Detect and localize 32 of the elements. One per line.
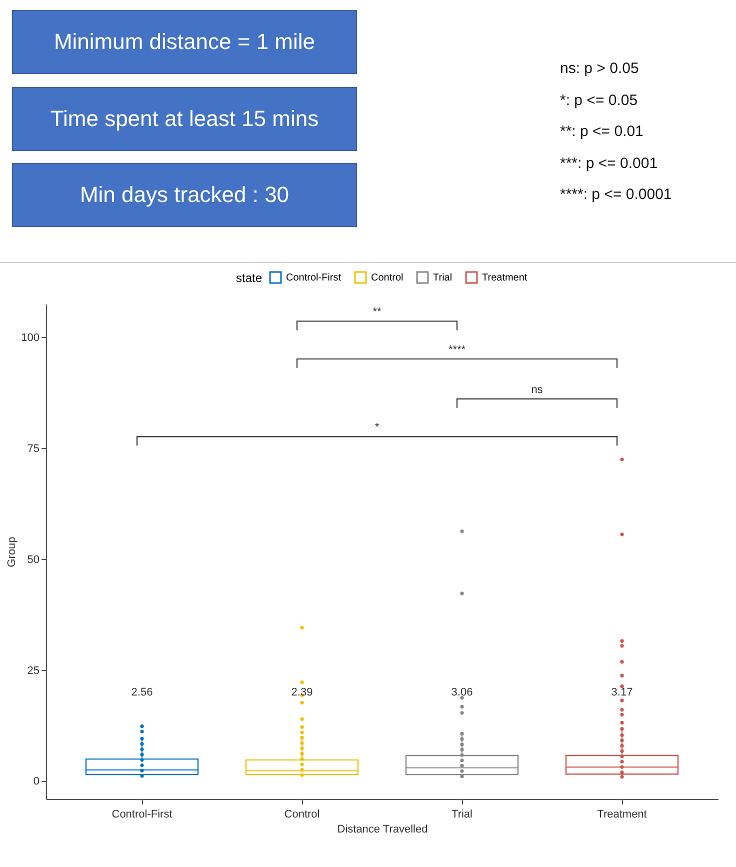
annotation: ** xyxy=(372,306,382,318)
annotation: 2.39 xyxy=(291,686,313,698)
text-box: Minimum distance = 1 mile xyxy=(12,10,357,74)
x-tick-label: Trial xyxy=(452,808,472,820)
legend-label: Treatment xyxy=(482,272,528,284)
annotation: **** xyxy=(448,344,466,356)
legend-label: Control-First xyxy=(286,272,342,284)
legend-label: Trial xyxy=(433,272,452,284)
legend-label: Control xyxy=(371,272,404,284)
text: **: p <= 0.01 xyxy=(560,123,644,140)
y-tick-label: 100 xyxy=(21,332,40,344)
y-tick-label: 75 xyxy=(27,442,40,455)
text-box: Time spent at least 15 mins xyxy=(12,87,357,151)
y-tick-label: 50 xyxy=(27,554,40,566)
y-tick-label: 25 xyxy=(27,664,40,677)
annotation: 3.06 xyxy=(451,686,473,698)
legend-title: state xyxy=(236,271,262,285)
y-axis-title: Group xyxy=(6,536,18,568)
annotation: 2.56 xyxy=(131,686,153,698)
text: *: p <= 0.05 xyxy=(560,92,638,108)
x-tick-label: Control-First xyxy=(112,808,172,820)
x-axis-title: Distance Travelled xyxy=(337,824,428,836)
annotation: * xyxy=(374,422,380,434)
x-tick-label: Treatment xyxy=(597,808,647,820)
x-tick-label: Control xyxy=(284,808,320,820)
annotation: ns xyxy=(531,384,544,396)
text: ns: p > 0.05 xyxy=(560,60,639,77)
annotation: 3.17 xyxy=(611,686,633,698)
text: ****: p <= 0.0001 xyxy=(560,186,672,203)
text-box: Min days tracked : 30 xyxy=(12,163,357,227)
text: ***: p <= 0.001 xyxy=(560,154,658,172)
y-tick-label: 0 xyxy=(33,776,40,788)
